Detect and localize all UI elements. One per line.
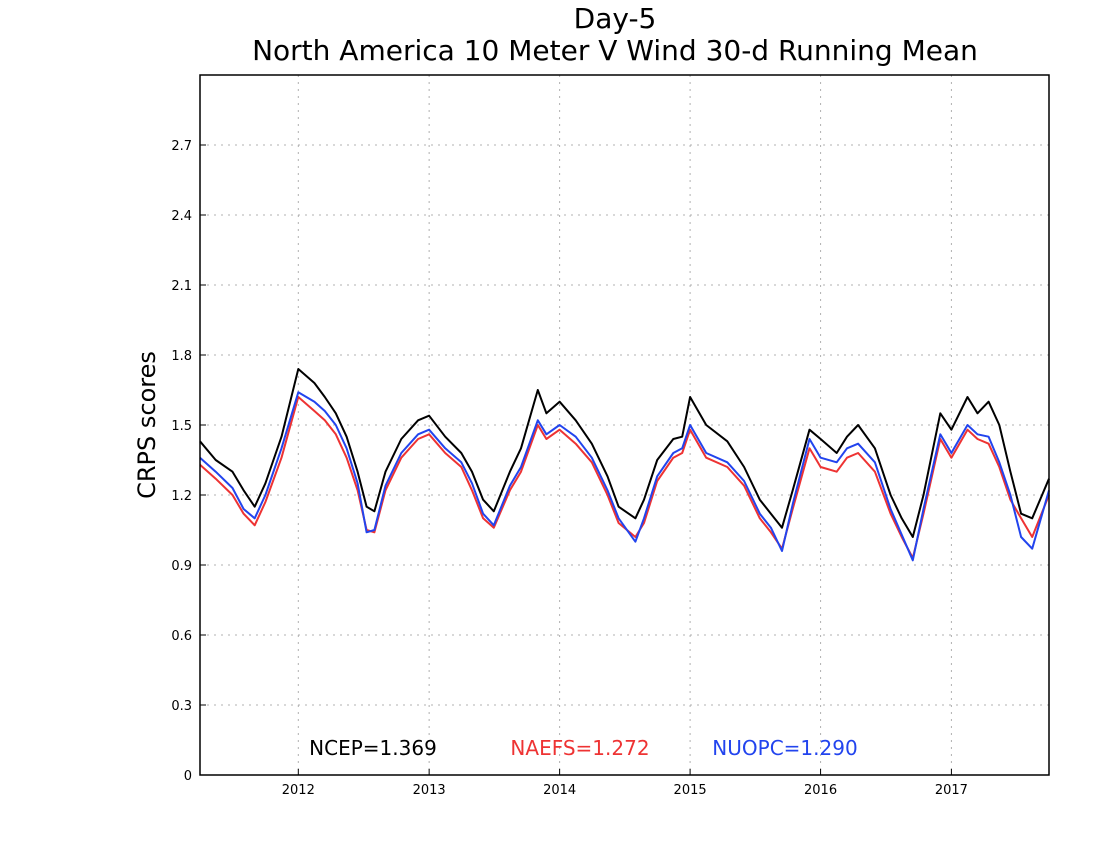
x-axis: 2012 2013 2014 2015 2016 2017: [282, 769, 968, 798]
y-tick-label: 0.9: [171, 559, 192, 574]
series-line-ncep: [199, 368, 1050, 538]
legend-entry-2: NUOPC=1.290: [712, 736, 857, 760]
x-tick-label: 2015: [674, 783, 707, 798]
series-lines: [199, 368, 1050, 562]
x-tick-label: 2013: [413, 783, 446, 798]
y-tick-label: 2.4: [171, 209, 192, 224]
y-axis: 0 0.3 0.6 0.9 1.2 1.5 1.8 2.1 2.4 2.7: [171, 139, 206, 784]
y-tick-label: 0.3: [171, 699, 192, 714]
y-axis-label: CRPS scores: [133, 351, 161, 499]
x-tick-label: 2014: [543, 783, 576, 798]
y-tick-label: 2.7: [171, 139, 192, 154]
series-line-naefs: [199, 396, 1050, 559]
chart-subtitle: North America 10 Meter V Wind 30-d Runni…: [252, 34, 978, 67]
y-tick-label: 1.2: [171, 489, 192, 504]
y-tick-label: 2.1: [171, 279, 192, 294]
legend-entry-0: NCEP=1.369: [309, 736, 437, 760]
x-tick-label: 2012: [282, 783, 315, 798]
series-line-nuopc: [199, 391, 1050, 562]
x-tick-label: 2016: [804, 783, 837, 798]
legend-entry-1: NAEFS=1.272: [510, 736, 649, 760]
y-tick-label: 1.5: [171, 419, 192, 434]
y-tick-label: 0.6: [171, 629, 192, 644]
grid: [200, 75, 1049, 775]
x-tick-label: 2017: [935, 783, 968, 798]
y-tick-label: 1.8: [171, 349, 192, 364]
y-tick-label: 0: [184, 769, 192, 784]
chart-title: Day-5: [574, 2, 657, 35]
legend: NCEP=1.369 NAEFS=1.272 NUOPC=1.290: [309, 736, 858, 760]
